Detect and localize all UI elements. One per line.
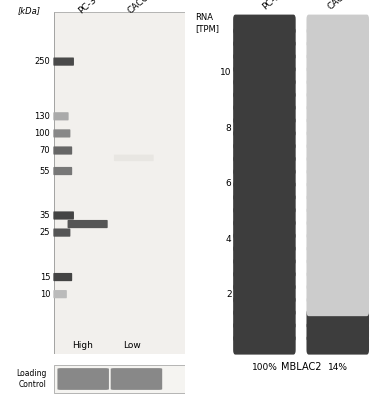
FancyBboxPatch shape xyxy=(233,207,296,226)
Text: 25: 25 xyxy=(40,228,50,237)
Text: 8: 8 xyxy=(226,124,232,133)
FancyBboxPatch shape xyxy=(233,14,296,34)
FancyBboxPatch shape xyxy=(306,53,369,73)
FancyBboxPatch shape xyxy=(53,167,72,175)
FancyBboxPatch shape xyxy=(233,322,296,342)
FancyBboxPatch shape xyxy=(233,220,296,239)
Text: 2: 2 xyxy=(226,290,232,299)
FancyBboxPatch shape xyxy=(306,117,369,137)
FancyBboxPatch shape xyxy=(53,58,74,66)
FancyBboxPatch shape xyxy=(233,143,296,162)
FancyBboxPatch shape xyxy=(58,368,109,390)
Text: CACO-2: CACO-2 xyxy=(126,0,159,16)
FancyBboxPatch shape xyxy=(306,258,369,278)
Text: 250: 250 xyxy=(35,57,50,66)
Text: RNA
[TPM]: RNA [TPM] xyxy=(195,14,219,34)
Text: 35: 35 xyxy=(40,211,50,220)
FancyBboxPatch shape xyxy=(68,220,108,228)
Text: 55: 55 xyxy=(40,166,50,176)
Text: 70: 70 xyxy=(40,146,50,155)
FancyBboxPatch shape xyxy=(306,284,369,303)
Text: CACO-2: CACO-2 xyxy=(326,0,359,12)
FancyBboxPatch shape xyxy=(306,104,369,124)
Text: 15: 15 xyxy=(40,272,50,282)
FancyBboxPatch shape xyxy=(233,194,296,214)
FancyBboxPatch shape xyxy=(233,296,296,316)
Bar xyxy=(54,12,185,354)
FancyBboxPatch shape xyxy=(233,271,296,290)
FancyBboxPatch shape xyxy=(306,309,369,329)
FancyBboxPatch shape xyxy=(306,245,369,265)
FancyBboxPatch shape xyxy=(306,194,369,214)
FancyBboxPatch shape xyxy=(233,156,296,175)
FancyBboxPatch shape xyxy=(53,228,70,237)
FancyBboxPatch shape xyxy=(53,146,72,155)
FancyBboxPatch shape xyxy=(233,309,296,329)
FancyBboxPatch shape xyxy=(53,211,74,220)
FancyBboxPatch shape xyxy=(233,104,296,124)
FancyBboxPatch shape xyxy=(306,156,369,175)
Bar xyxy=(54,365,185,393)
FancyBboxPatch shape xyxy=(53,290,67,298)
FancyBboxPatch shape xyxy=(233,40,296,60)
FancyBboxPatch shape xyxy=(306,130,369,150)
FancyBboxPatch shape xyxy=(233,245,296,265)
FancyBboxPatch shape xyxy=(233,130,296,150)
FancyBboxPatch shape xyxy=(233,168,296,188)
FancyBboxPatch shape xyxy=(233,284,296,303)
FancyBboxPatch shape xyxy=(53,273,72,281)
FancyBboxPatch shape xyxy=(233,258,296,278)
Text: 6: 6 xyxy=(226,179,232,188)
FancyBboxPatch shape xyxy=(114,155,154,161)
Text: 4: 4 xyxy=(226,235,232,244)
Text: 100%: 100% xyxy=(251,363,278,372)
FancyBboxPatch shape xyxy=(233,181,296,201)
Text: 10: 10 xyxy=(40,290,50,299)
FancyBboxPatch shape xyxy=(306,207,369,226)
FancyBboxPatch shape xyxy=(306,66,369,86)
FancyBboxPatch shape xyxy=(306,220,369,239)
FancyBboxPatch shape xyxy=(53,112,69,120)
FancyBboxPatch shape xyxy=(111,368,162,390)
FancyBboxPatch shape xyxy=(233,232,296,252)
FancyBboxPatch shape xyxy=(306,27,369,47)
Text: 10: 10 xyxy=(220,68,232,77)
FancyBboxPatch shape xyxy=(306,296,369,316)
FancyBboxPatch shape xyxy=(233,335,296,355)
Text: 130: 130 xyxy=(34,112,50,121)
FancyBboxPatch shape xyxy=(233,53,296,73)
Text: [kDa]: [kDa] xyxy=(17,6,41,16)
Text: PC-3: PC-3 xyxy=(76,0,98,16)
FancyBboxPatch shape xyxy=(306,168,369,188)
FancyBboxPatch shape xyxy=(233,79,296,98)
FancyBboxPatch shape xyxy=(306,232,369,252)
Text: Loading
Control: Loading Control xyxy=(17,369,47,389)
FancyBboxPatch shape xyxy=(233,92,296,111)
FancyBboxPatch shape xyxy=(306,40,369,60)
FancyBboxPatch shape xyxy=(306,92,369,111)
FancyBboxPatch shape xyxy=(233,27,296,47)
FancyBboxPatch shape xyxy=(306,79,369,98)
FancyBboxPatch shape xyxy=(306,14,369,34)
Text: Low: Low xyxy=(123,341,141,350)
Text: PC-3: PC-3 xyxy=(261,0,282,12)
Text: 100: 100 xyxy=(35,129,50,138)
FancyBboxPatch shape xyxy=(53,129,70,138)
FancyBboxPatch shape xyxy=(306,143,369,162)
FancyBboxPatch shape xyxy=(306,335,369,355)
FancyBboxPatch shape xyxy=(233,117,296,137)
Text: High: High xyxy=(72,341,93,350)
Text: MBLAC2: MBLAC2 xyxy=(281,362,321,372)
FancyBboxPatch shape xyxy=(306,322,369,342)
FancyBboxPatch shape xyxy=(306,181,369,201)
FancyBboxPatch shape xyxy=(306,271,369,290)
FancyBboxPatch shape xyxy=(233,66,296,86)
Text: 14%: 14% xyxy=(328,363,348,372)
